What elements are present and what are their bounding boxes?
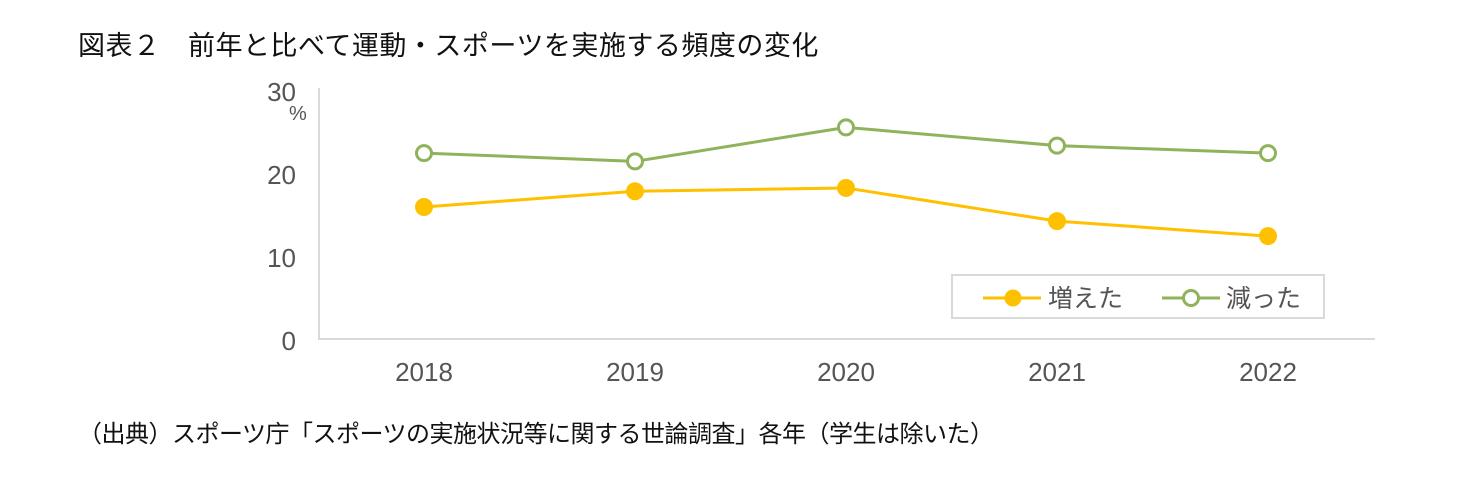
data-point-2022 <box>1259 144 1277 163</box>
legend-label-increased: 増えた <box>1048 284 1124 313</box>
data-point-2020 <box>837 118 855 137</box>
legend-filled-circle-icon <box>1004 289 1022 307</box>
y-tick-10: 10 <box>267 243 296 273</box>
legend-hollow-circle-icon <box>1182 289 1200 307</box>
data-point-2021 <box>1048 136 1066 155</box>
data-point-2018 <box>415 144 433 163</box>
legend-markers <box>983 289 1220 307</box>
x-tick-2018: 2018 <box>395 357 453 387</box>
data-point-2019 <box>626 182 644 201</box>
y-unit-label: % <box>289 103 307 125</box>
y-tick-30: 30 <box>267 77 296 107</box>
data-point-2022 <box>1259 227 1277 246</box>
y-tick-0: 0 <box>282 326 296 356</box>
legend: 増えた 減った <box>951 274 1325 319</box>
source-note: （出典）スポーツ庁「スポーツの実施状況等に関する世論調査」各年（学生は除いた） <box>78 420 994 448</box>
x-tick-2019: 2019 <box>606 357 664 387</box>
chart-title: 図表２ 前年と比べて運動・スポーツを実施する頻度の変化 <box>78 31 819 62</box>
data-point-2020 <box>837 178 855 197</box>
data-point-2021 <box>1048 212 1066 231</box>
x-tick-2021: 2021 <box>1028 357 1086 387</box>
legend-label-decreased: 減った <box>1226 284 1302 313</box>
data-point-2019 <box>626 152 644 171</box>
x-tick-2020: 2020 <box>817 357 875 387</box>
x-tick-2022: 2022 <box>1239 357 1297 387</box>
y-tick-20: 20 <box>267 160 296 190</box>
data-point-2018 <box>415 198 433 217</box>
